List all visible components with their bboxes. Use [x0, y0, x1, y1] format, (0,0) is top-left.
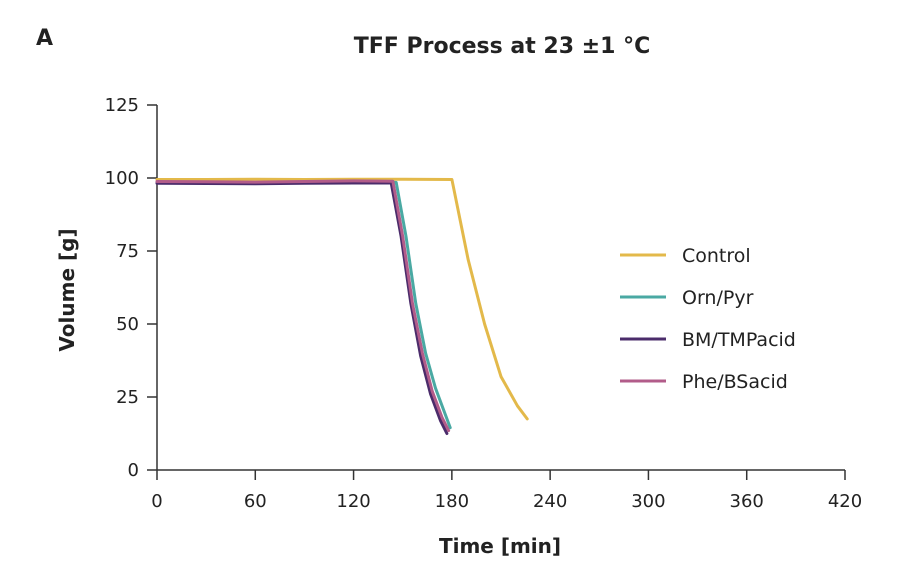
y-tick-label: 50: [116, 314, 139, 335]
axes: 0 25 50 75 100 125 0 60 120 180 240 300 360 420: [105, 95, 863, 512]
y-tick-label: 125: [105, 95, 139, 116]
y-tick-label: 25: [116, 387, 139, 408]
series-line-orn-pyr: [155, 180, 452, 430]
x-tick-label: 300: [631, 491, 665, 512]
y-axis-label: Volume [g]: [55, 228, 79, 351]
x-tick-label: 420: [828, 491, 862, 512]
chart-title: TFF Process at 23 ±1 °C: [353, 34, 651, 59]
legend: Control Orn/Pyr BM/TMPacid Phe/BSacid: [620, 245, 796, 393]
series-layer: [155, 177, 529, 435]
series-line-bm-tmpacid: [155, 181, 449, 435]
x-tick-label: 120: [336, 491, 370, 512]
y-tick-label: 0: [128, 460, 139, 481]
series-line-control: [155, 177, 529, 421]
x-tick-label: 0: [151, 491, 162, 512]
x-tick-label: 240: [533, 491, 567, 512]
legend-label-phe-bsacid: Phe/BSacid: [682, 371, 788, 393]
legend-label-control: Control: [682, 245, 751, 267]
legend-label-orn-pyr: Orn/Pyr: [682, 287, 754, 309]
x-tick-label: 360: [730, 491, 764, 512]
series-line-phe-bsacid: [155, 179, 451, 433]
y-tick-label: 75: [116, 241, 139, 262]
x-tick-label: 180: [435, 491, 469, 512]
y-tick-label: 100: [105, 168, 139, 189]
legend-label-bm-tmpacid: BM/TMPacid: [682, 329, 796, 351]
x-axis-label: Time [min]: [439, 534, 561, 558]
x-tick-label: 60: [244, 491, 267, 512]
panel-letter: A: [36, 26, 54, 51]
